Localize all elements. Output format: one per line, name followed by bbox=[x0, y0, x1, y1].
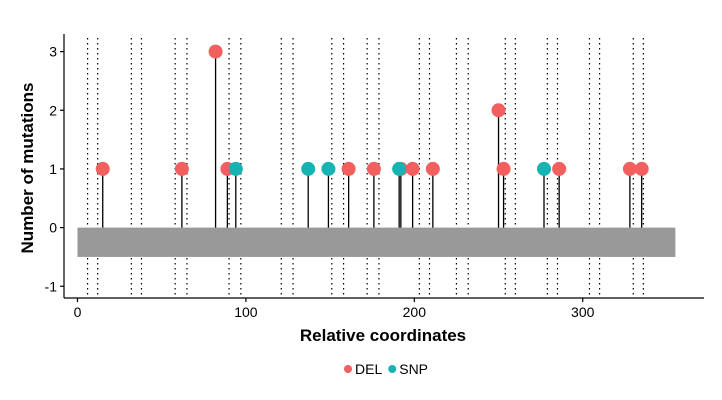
y-tick-label: 3 bbox=[49, 44, 57, 60]
y-tick-label: 2 bbox=[49, 102, 57, 118]
legend-swatch-snp bbox=[388, 365, 397, 373]
y-tick-label: 0 bbox=[49, 220, 57, 236]
x-tick-label: 0 bbox=[74, 304, 82, 320]
point-del bbox=[405, 161, 420, 176]
legend-swatch-del bbox=[344, 365, 352, 373]
point-del bbox=[552, 161, 567, 176]
y-tick-label: 1 bbox=[49, 161, 57, 177]
point-del bbox=[174, 161, 189, 176]
point-snp bbox=[392, 161, 407, 176]
legend-label-snp: SNP bbox=[399, 361, 428, 377]
legend: DEL SNP bbox=[344, 361, 428, 377]
y-tick-label: -1 bbox=[45, 278, 58, 294]
point-snp bbox=[537, 161, 551, 176]
x-tick-label: 100 bbox=[234, 304, 258, 320]
point-del bbox=[425, 161, 440, 176]
axes: -1 0 1 2 3 0 100 200 300 bbox=[45, 34, 704, 320]
y-axis-title: Number of mutations bbox=[18, 83, 37, 254]
point-snp bbox=[301, 161, 316, 176]
legend-label-del: DEL bbox=[355, 361, 382, 377]
point-del bbox=[95, 161, 110, 176]
point-del bbox=[622, 161, 637, 176]
x-tick-label: 300 bbox=[571, 304, 595, 320]
mutation-points bbox=[95, 44, 649, 176]
point-del bbox=[491, 103, 506, 118]
point-del bbox=[341, 161, 356, 176]
stems bbox=[102, 51, 643, 228]
point-del bbox=[366, 161, 381, 176]
point-del bbox=[208, 44, 223, 59]
x-tick-label: 200 bbox=[403, 304, 427, 320]
point-del bbox=[634, 161, 649, 176]
point-snp bbox=[228, 161, 243, 176]
domain-bar bbox=[77, 227, 676, 257]
domain-bar-layer bbox=[77, 227, 676, 257]
point-del bbox=[496, 161, 511, 176]
x-axis-title: Relative coordinates bbox=[300, 326, 466, 345]
point-snp bbox=[321, 161, 336, 176]
